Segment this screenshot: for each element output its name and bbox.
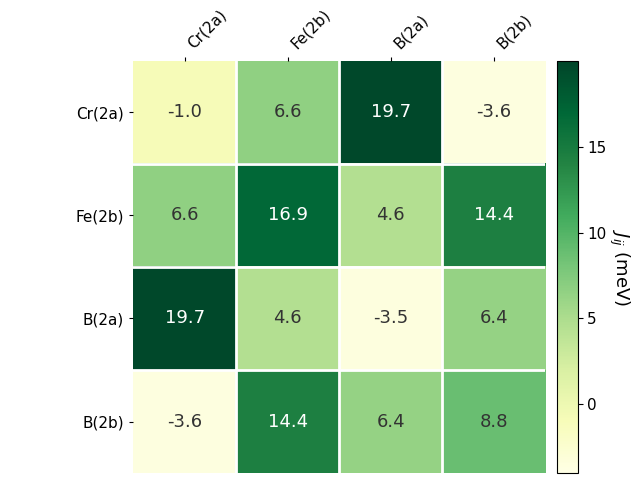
Text: -3.6: -3.6 [167,412,202,431]
Y-axis label: $J_{ij}$ (meV): $J_{ij}$ (meV) [607,228,632,305]
Text: 6.4: 6.4 [376,412,405,431]
Text: 6.4: 6.4 [479,310,508,327]
Text: 14.4: 14.4 [268,412,308,431]
Text: 14.4: 14.4 [474,206,514,225]
Text: 4.6: 4.6 [376,206,405,225]
Text: 8.8: 8.8 [479,412,508,431]
Text: 16.9: 16.9 [268,206,308,225]
Text: -1.0: -1.0 [167,103,202,121]
Text: 19.7: 19.7 [164,310,205,327]
Text: 19.7: 19.7 [371,103,411,121]
Text: 4.6: 4.6 [273,310,302,327]
Text: -3.6: -3.6 [476,103,511,121]
Text: -3.5: -3.5 [373,310,408,327]
Text: 6.6: 6.6 [170,206,199,225]
Text: 6.6: 6.6 [273,103,302,121]
